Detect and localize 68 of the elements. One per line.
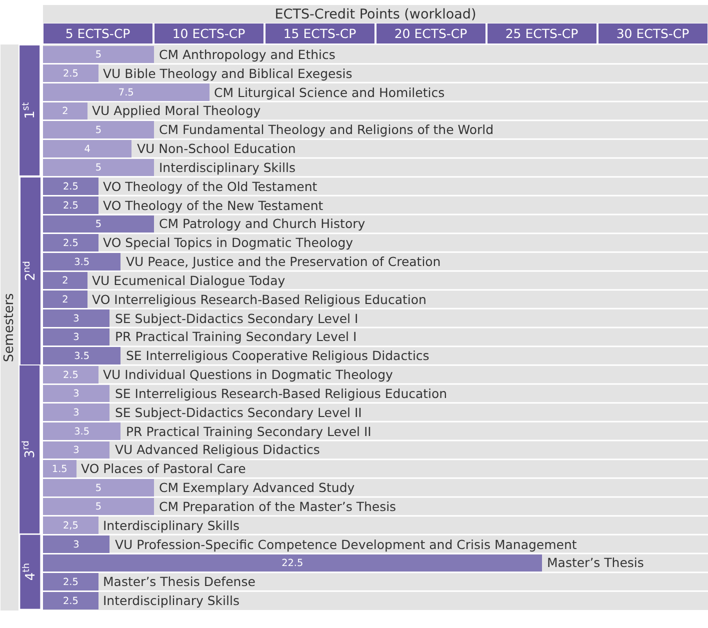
y-tick-label: VU Individual Questions in Dogmatic Theology bbox=[103, 367, 394, 382]
data-label: 5 bbox=[95, 482, 102, 494]
data-label: 3 bbox=[73, 388, 80, 400]
data-label: 7.5 bbox=[118, 87, 134, 98]
y-tick-label: VO Places of Pastoral Care bbox=[81, 461, 246, 476]
y-tick-label: VU Advanced Religious Didactics bbox=[115, 442, 320, 457]
data-label: 2 bbox=[62, 276, 68, 287]
data-label: 22.5 bbox=[282, 558, 304, 570]
y-tick-label: Interdisciplinary Skills bbox=[103, 593, 240, 608]
y-tick-label: Interdisciplinary Skills bbox=[103, 518, 240, 533]
data-label: 2 bbox=[62, 294, 68, 306]
data-label: 2.5 bbox=[63, 181, 78, 192]
data-label: 3 bbox=[73, 445, 80, 456]
data-label: 2.5 bbox=[62, 200, 78, 212]
data-label: 5 bbox=[95, 124, 102, 136]
text: 15 ECTS-CP bbox=[283, 26, 357, 41]
text: 10 ECTS-CP bbox=[172, 26, 246, 41]
y-tick-label: VU Bible Theology and Biblical Exegesis bbox=[103, 66, 352, 81]
y-tick-label: PR Practical Training Secondary Level I bbox=[115, 329, 357, 344]
text: 5 ECTS-CP bbox=[65, 26, 131, 41]
y-tick-label: CM Fundamental Theology and Religions of the World bbox=[159, 122, 494, 137]
data-label: 2,5 bbox=[63, 520, 78, 532]
y-tick-label: Master’s Thesis Defense bbox=[103, 574, 256, 589]
data-label: 2 bbox=[62, 106, 68, 118]
data-label: 3.5 bbox=[74, 426, 90, 438]
data-label: 3 bbox=[73, 332, 80, 344]
text: 20 ECTS-CP bbox=[394, 26, 468, 41]
data-label: 4 bbox=[84, 144, 90, 155]
data-label: 2.5 bbox=[63, 68, 78, 80]
data-label: 3.5 bbox=[74, 256, 90, 268]
data-label: 3 bbox=[73, 313, 80, 324]
y-tick-label: SE Subject-Didactics Secondary Level I bbox=[115, 311, 358, 326]
y-tick-label: SE Interreligious Research-Based Religious Education bbox=[115, 386, 448, 401]
y-tick-label: CM Anthropology and Ethics bbox=[159, 47, 336, 62]
data-label: 3 bbox=[73, 407, 80, 418]
data-label: 5 bbox=[95, 502, 102, 513]
y-tick-label: VU Ecumenical Dialogue Today bbox=[92, 273, 286, 288]
y-tick-label: VO Theology of the Old Testament bbox=[103, 179, 318, 194]
data-label: 5 bbox=[95, 219, 102, 230]
data-label: 2.5 bbox=[62, 596, 78, 607]
text: 30 ECTS-CP bbox=[616, 26, 690, 41]
text: 25 ECTS-CP bbox=[505, 26, 579, 41]
chart-title: ECTS-Credit Points (workload) bbox=[274, 6, 476, 23]
y-tick-label: VU Non-School Education bbox=[137, 141, 296, 156]
data-label: 2.5 bbox=[63, 576, 78, 588]
y-tick-label: CM Patrology and Church History bbox=[159, 216, 366, 231]
y-tick-label: CM Preparation of the Master’s Thesis bbox=[159, 499, 396, 514]
data-label: 3 bbox=[73, 539, 80, 550]
y-tick-label: VU Peace, Justice and the Preservation of Creation bbox=[126, 254, 441, 269]
data-label: 2.5 bbox=[63, 238, 78, 249]
y-tick-label: VU Profession-Specific Competence Development and Crisis Management bbox=[115, 537, 577, 552]
y-tick-label: Master’s Thesis bbox=[547, 555, 644, 570]
y-tick-label: VU Applied Moral Theology bbox=[92, 103, 262, 118]
y-tick-label: CM Exemplary Advanced Study bbox=[159, 480, 356, 495]
data-label: 1.5 bbox=[52, 464, 68, 475]
y-tick-label: VO Theology of the New Testament bbox=[103, 198, 324, 213]
y-tick-label: CM Liturgical Science and Homiletics bbox=[214, 85, 445, 100]
y-tick-label: PR Practical Training Secondary Level II bbox=[126, 424, 372, 439]
data-label: 2.5 bbox=[62, 370, 78, 381]
y-tick-label: SE Interreligious Cooperative Religious Didactics bbox=[126, 348, 430, 363]
y-tick-label: Interdisciplinary Skills bbox=[159, 160, 296, 175]
data-label: 5 bbox=[95, 162, 102, 174]
data-label: 5 bbox=[95, 50, 102, 61]
y-tick-label: VO Interreligious Research-Based Religious Education bbox=[92, 292, 426, 307]
y-tick-label: VO Special Topics in Dogmatic Theology bbox=[103, 235, 354, 250]
y-axis-title: Semesters bbox=[2, 292, 17, 362]
data-label: 3.5 bbox=[74, 350, 90, 362]
y-tick-label: SE Subject-Didactics Secondary Level II bbox=[115, 405, 362, 420]
